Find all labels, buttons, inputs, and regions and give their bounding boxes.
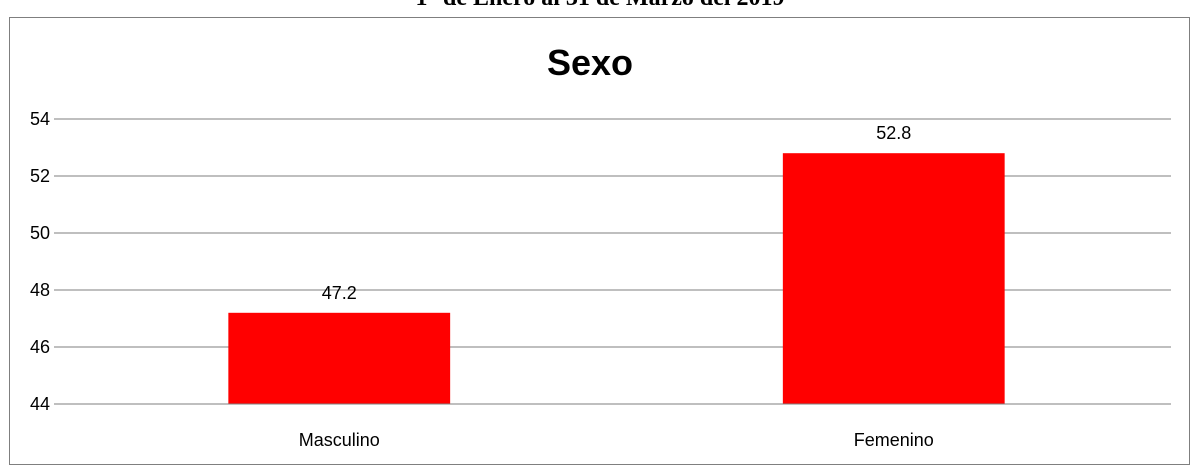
chart-title: Sexo bbox=[547, 42, 633, 83]
document-heading: 1° de Enero al 31 de Marzo del 2019 bbox=[0, 0, 1200, 12]
y-tick-label: 48 bbox=[30, 280, 50, 300]
y-tick-label: 44 bbox=[30, 394, 50, 414]
y-tick-label: 50 bbox=[30, 223, 50, 243]
x-axis-categories: Masculino Femenino bbox=[299, 430, 934, 450]
bars bbox=[228, 153, 1005, 404]
data-labels: 47.2 52.8 bbox=[322, 123, 912, 303]
y-tick-label: 54 bbox=[30, 109, 50, 129]
x-category-label: Femenino bbox=[854, 430, 934, 450]
bar-femenino bbox=[782, 153, 1005, 404]
y-tick-label: 52 bbox=[30, 166, 50, 186]
x-category-label: Masculino bbox=[299, 430, 380, 450]
bar-masculino bbox=[228, 312, 451, 404]
y-tick-label: 46 bbox=[30, 337, 50, 357]
data-label: 47.2 bbox=[322, 283, 357, 303]
data-label: 52.8 bbox=[876, 123, 911, 143]
y-axis-ticks: 44 46 48 50 52 54 bbox=[30, 109, 50, 414]
